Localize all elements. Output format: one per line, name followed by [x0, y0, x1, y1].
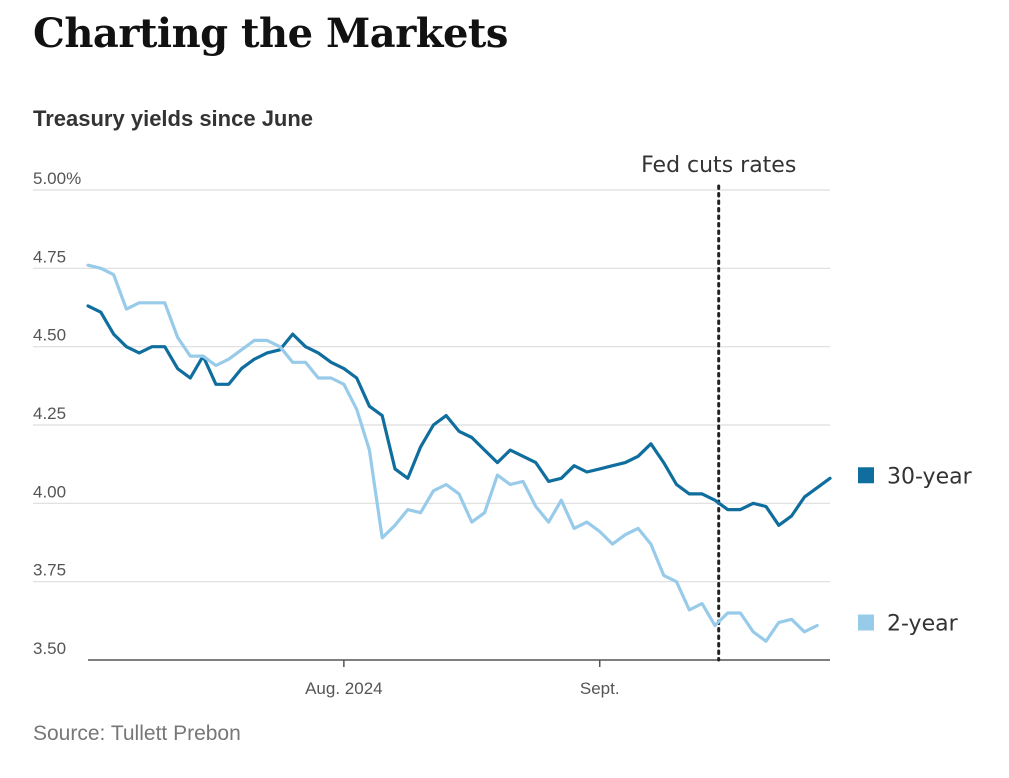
- legend-label: 2-year: [887, 612, 959, 637]
- series-labels: 30-year 2-year: [858, 464, 973, 637]
- series-line-2-year: [86, 263, 819, 643]
- x-tick-label: Sept.: [580, 679, 620, 698]
- y-tick-label: 4.25: [33, 404, 66, 423]
- fed-cut-annotation: Fed cuts rates: [641, 153, 796, 662]
- y-tick-label: 5.00%: [33, 169, 81, 188]
- legend-swatch: [858, 614, 874, 631]
- y-tick-label: 4.00: [33, 482, 66, 501]
- fed-cut-label: Fed cuts rates: [641, 153, 796, 178]
- page-headline: Charting the Markets: [33, 10, 508, 57]
- series-lines: [86, 263, 832, 643]
- legend-swatch: [858, 467, 874, 484]
- x-axis-ticks: Aug. 2024 Sept.: [305, 660, 620, 698]
- y-axis-labels: 5.00% 4.75 4.50 4.25 4.00 3.75 3.50: [33, 169, 81, 658]
- source-note: Source: Tullett Prebon: [33, 722, 241, 745]
- legend-label: 30-year: [887, 464, 973, 489]
- series-line-30-year: [86, 304, 832, 527]
- y-tick-label: 4.75: [33, 247, 66, 266]
- y-tick-label: 3.75: [33, 561, 66, 580]
- y-tick-label: 3.50: [33, 639, 66, 658]
- gridlines: [33, 189, 830, 583]
- y-tick-label: 4.50: [33, 326, 66, 345]
- x-tick-label: Aug. 2024: [305, 679, 383, 698]
- chart-title: Treasury yields since June: [33, 106, 314, 131]
